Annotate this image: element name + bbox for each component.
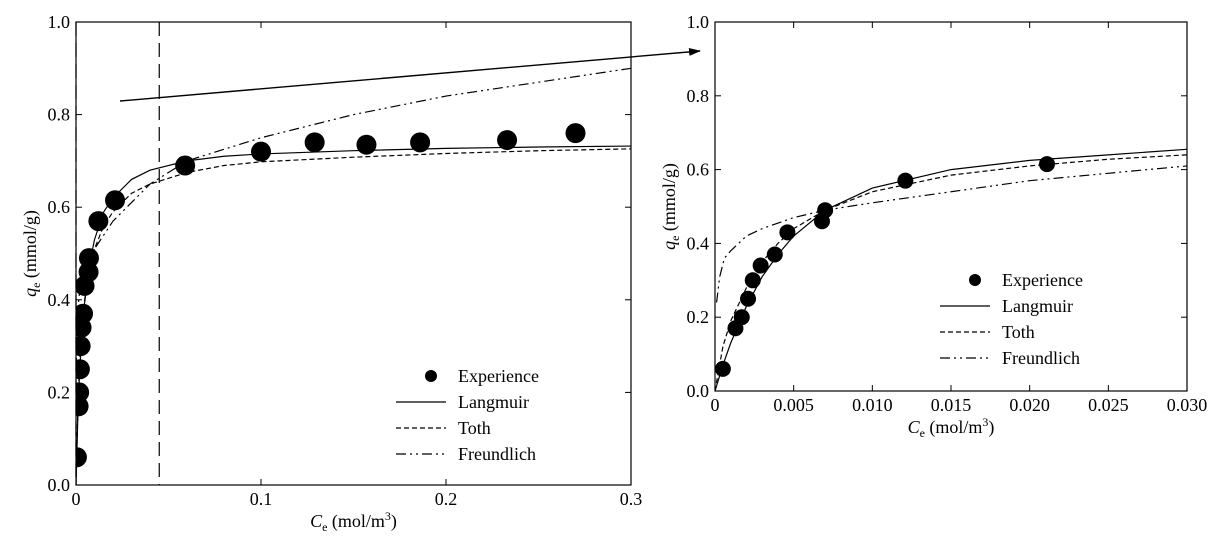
data-point [497,130,518,151]
x-axis-label: Ce (mol/m3) [310,509,397,534]
y-tick-label: 0.0 [48,475,71,495]
y-tick-label: 0.4 [687,233,710,253]
zoom-arrow [119,47,701,102]
y-tick-label: 0.8 [687,86,710,106]
data-point [740,290,757,307]
data-point [76,359,90,380]
data-point [897,172,914,189]
data-point [175,155,196,176]
data-point [78,262,99,283]
data-point [251,141,271,162]
y-tick-label: 0.6 [48,197,71,217]
data-point [76,303,94,324]
y-tick-label: 0.6 [687,160,710,180]
x-tick-label: 0.2 [435,489,458,509]
legend-marker [425,370,437,382]
y-tick-label: 0.2 [687,307,710,327]
data-point [78,248,99,269]
legend-label: Toth [1002,322,1035,342]
x-tick-label: 0 [72,489,81,509]
x-tick-label: 0.3 [620,489,643,509]
legend-label: Experience [1002,270,1083,290]
y-axis-label: qe (mmol/g) [20,210,43,297]
y-tick-label: 1.0 [687,12,710,32]
data-point [565,123,586,144]
legend-label: Experience [458,366,539,386]
x-tick-label: 0.1 [250,489,273,509]
data-point [304,132,325,153]
legend-marker [969,274,981,286]
data-point [356,134,377,155]
legend-label: Langmuir [1002,296,1073,316]
x-tick-label: 0 [711,395,720,415]
data-point [76,382,90,403]
x-tick-label: 0.005 [773,395,814,415]
y-tick-label: 0.4 [48,290,71,310]
data-point [752,257,769,274]
data-point [733,309,750,326]
x-tick-label: 0.020 [1009,395,1050,415]
data-point [779,224,796,241]
legend-label: Freundlich [458,444,536,464]
data-point [105,190,126,211]
data-point [76,447,87,468]
plot-area [76,67,631,485]
data-point [817,202,834,219]
legend-label: Toth [458,418,491,438]
y-tick-label: 0.8 [48,105,71,125]
legend-label: Freundlich [1002,348,1080,368]
data-point [76,336,91,357]
data-point [88,211,109,232]
legend: Experience Langmuir Toth Freundlich [940,270,1083,368]
x-tick-label: 0.025 [1088,395,1129,415]
y-tick-label: 1.0 [48,12,71,32]
left-panel: 0 0.1 0.2 0.3 0.0 0.2 0.4 0.6 0.8 1.0 Ce (mol/m3) q… [20,12,642,534]
y-tick-label: 0.2 [48,382,71,402]
data-point [410,132,431,153]
x-tick-label: 0.010 [852,395,893,415]
legend: Experience Langmuir Toth Freundlich [396,366,539,464]
x-tick-label: 0.030 [1167,395,1208,415]
x-axis-label: Ce (mol/m3) [908,415,995,440]
data-point [744,272,761,289]
right-panel: 0 0.005 0.010 0.015 0.020 0.025 0.030 0.0 0.2 0.4… [659,12,1207,440]
series-line-freundlich [715,165,1187,303]
plot-area [715,148,1187,391]
series-line-langmuir [715,148,1187,391]
series-line-toth [715,154,1187,391]
data-point [1038,156,1055,173]
legend-label: Langmuir [458,392,529,412]
plot-frame [714,21,1188,392]
data-point [766,246,783,263]
y-tick-label: 0.0 [687,381,710,401]
data-point [715,360,731,377]
x-tick-label: 0.015 [931,395,972,415]
y-axis-label: qe (mmol/g) [659,163,682,250]
